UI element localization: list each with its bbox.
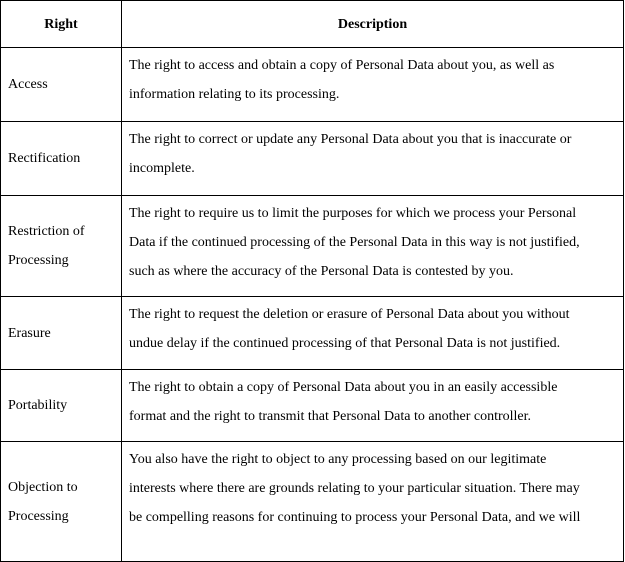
- right-name-text: Portability: [8, 398, 68, 413]
- right-name-cell: Restriction of Processing: [1, 196, 122, 296]
- right-name-text: Rectification: [8, 151, 81, 166]
- description-text: format and the right to transmit that Pe…: [129, 409, 532, 424]
- table-row: Access The right to access and obtain a c…: [1, 48, 624, 122]
- table-row: Erasure The right to request the deletion…: [1, 297, 624, 370]
- right-name-cell: Objection to Processing: [1, 442, 122, 561]
- right-name-text: Objection to: [8, 479, 78, 495]
- table-row: Portability The right to obtain a copy of…: [1, 370, 624, 442]
- description-text: undue delay if the continued processing …: [129, 336, 561, 351]
- description-text: Data if the continued processing of the …: [129, 235, 580, 250]
- description-text: The right to obtain a copy of Personal D…: [129, 380, 558, 395]
- right-name-text: Restriction of: [8, 224, 85, 239]
- description-cell: The right to request the deletion or era…: [122, 297, 624, 369]
- description-cell: The right to obtain a copy of Personal D…: [122, 370, 624, 441]
- right-name-text: Access: [8, 77, 48, 92]
- table-row: Objection to Processing You also have the …: [1, 442, 624, 562]
- description-cell: You also have the right to object to any…: [122, 442, 624, 561]
- description-text: information relating to its processing.: [129, 87, 340, 102]
- right-name-text: Processing: [8, 253, 69, 268]
- table-row: Restriction of Processing The right to req…: [1, 196, 624, 297]
- description-text: The right to correct or update any Perso…: [129, 132, 572, 147]
- right-name-cell: Rectification: [1, 122, 122, 195]
- right-name-cell: Access: [1, 48, 122, 121]
- description-cell: The right to correct or update any Perso…: [122, 122, 624, 195]
- description-text: be compelling reasons for continuing to …: [129, 510, 581, 525]
- description-text: The right to access and obtain a copy of…: [129, 58, 555, 73]
- description-text: such as where the accuracy of the Person…: [129, 264, 514, 279]
- description-text: incomplete.: [129, 161, 195, 176]
- header-right: Right: [1, 1, 122, 47]
- right-name-text: Processing: [8, 508, 69, 524]
- header-description: Description: [122, 1, 624, 47]
- description-text: The right to require us to limit the pur…: [129, 206, 577, 221]
- description-cell: The right to access and obtain a copy of…: [122, 48, 624, 121]
- description-text: You also have the right to object to any…: [129, 452, 547, 467]
- description-cell: The right to require us to limit the pur…: [122, 196, 624, 296]
- right-name-cell: Erasure: [1, 297, 122, 369]
- description-text: interests where there are grounds relati…: [129, 481, 580, 496]
- table-row: Rectification The right to correct or upd…: [1, 122, 624, 196]
- right-name-text: Erasure: [8, 325, 51, 341]
- right-name-cell: Portability: [1, 370, 122, 441]
- table-header-row: Right Description: [1, 0, 624, 48]
- description-text: The right to request the deletion or era…: [129, 307, 570, 322]
